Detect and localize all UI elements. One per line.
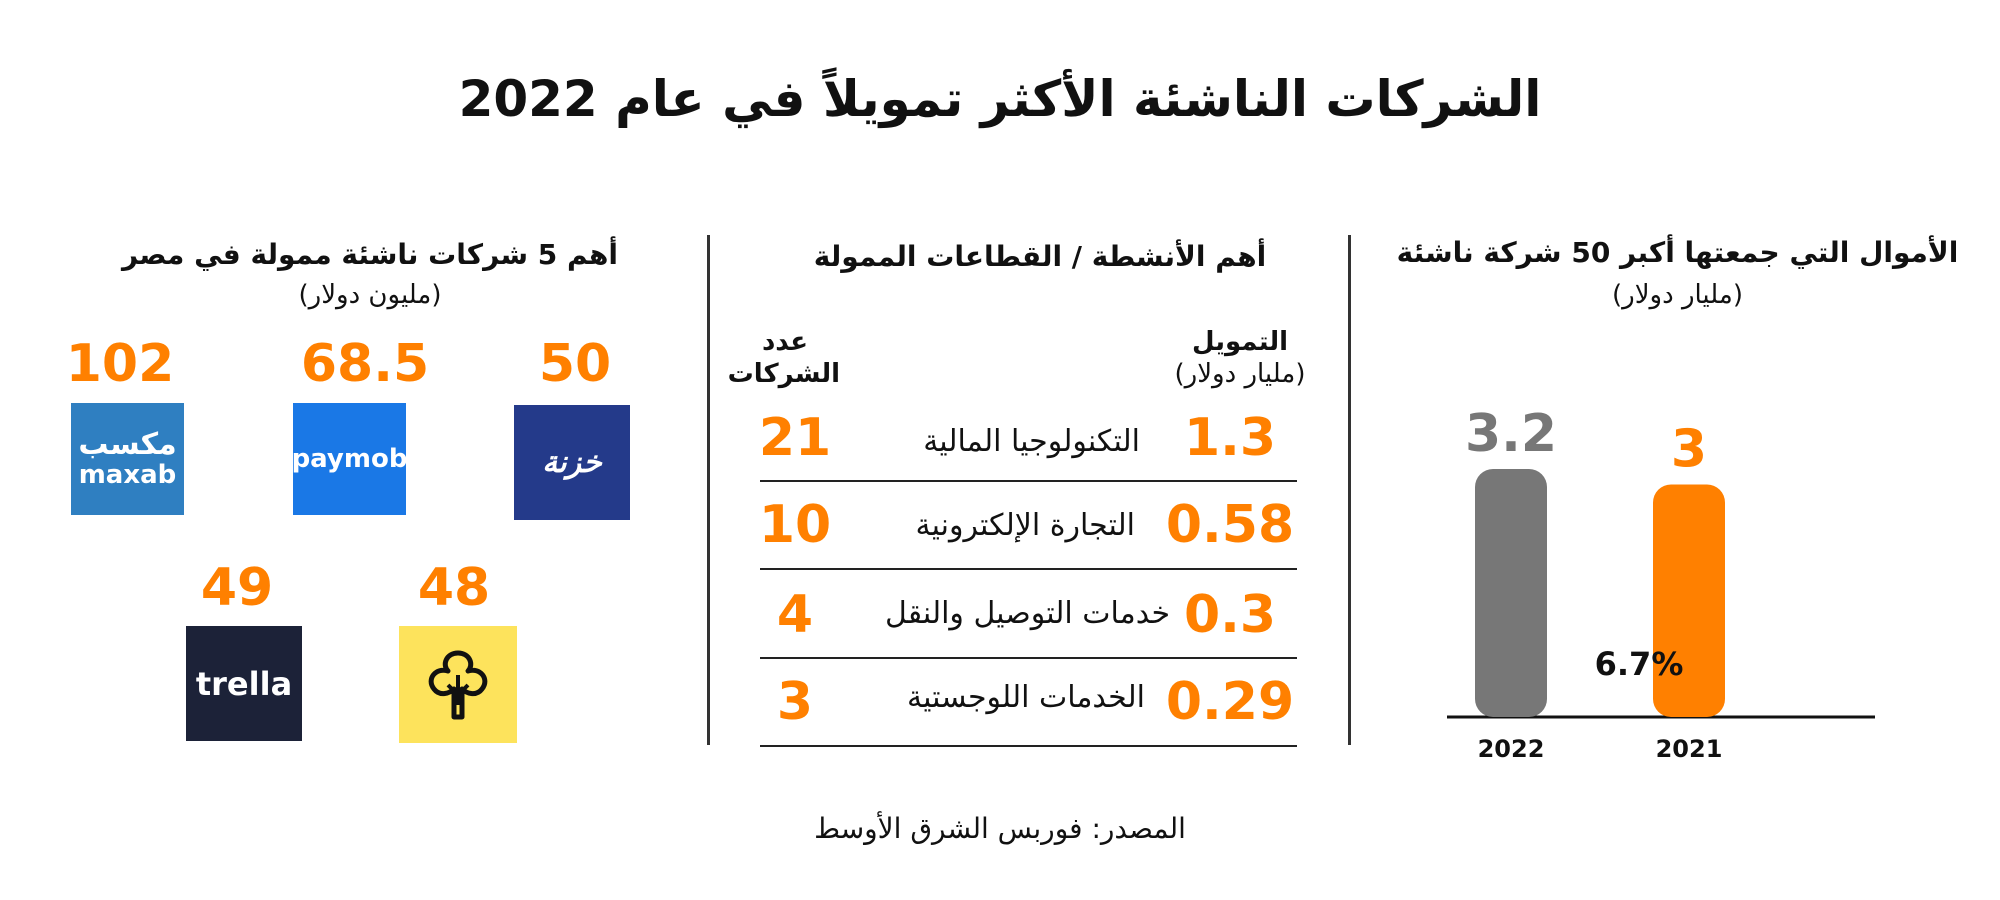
growth-annotation: 6.7%	[1595, 645, 1684, 683]
sector-label: التجارة الإلكترونية	[915, 508, 1135, 543]
row-divider	[760, 745, 1297, 747]
company-funding-value: 68.5	[300, 334, 430, 394]
funds-bar-chart: 3.2 3 2022 2021 6.7%	[1447, 404, 1875, 763]
yellow-company-logo	[399, 626, 517, 743]
funds-section-subtitle: (مليار دولار)	[1612, 280, 1743, 310]
row-divider	[760, 568, 1297, 570]
sector-funding-value: 0.29	[1165, 672, 1295, 732]
companies-section-subtitle: (مليون دولار)	[298, 280, 442, 310]
divider-right	[1348, 235, 1351, 745]
sector-company-count: 3	[776, 672, 814, 732]
x-tick-label-2021: 2021	[1656, 735, 1723, 763]
funding-column-header: التمويل (مليار دولار)	[1160, 326, 1320, 390]
sectors-section-title: أهم الأنشطة / القطاعات الممولة	[813, 240, 1267, 273]
funding-header-label: التمويل	[1192, 327, 1288, 357]
tree-logo-icon	[428, 650, 488, 719]
row-divider	[760, 480, 1297, 482]
bar-value-label-2021: 3	[1671, 420, 1707, 480]
company-funding-value: 49	[200, 558, 274, 618]
maxab-logo: مكسب maxab	[71, 403, 184, 515]
company-funding-value: 50	[538, 334, 612, 394]
company-funding-value: 48	[417, 558, 491, 618]
source-note: المصدر: فوربس الشرق الأوسط	[814, 812, 1186, 845]
companies-section-title: أهم 5 شركات ناشئة ممولة في مصر	[122, 238, 618, 271]
row-divider	[760, 657, 1297, 659]
x-tick-label-2022: 2022	[1478, 735, 1545, 763]
bar-2021	[1653, 484, 1725, 717]
page-title: الشركات الناشئة الأكثر تمويلاً في عام 20…	[458, 70, 1542, 128]
funds-section-title: الأموال التي جمعتها أكبر 50 شركة ناشئة	[1396, 236, 1959, 269]
company-funding-value: 102	[65, 334, 175, 394]
count-column-header: عدد الشركات	[727, 326, 840, 390]
sector-label: التكنولوجيا المالية	[923, 424, 1140, 459]
sector-company-count: 10	[758, 495, 832, 555]
sector-funding-value: 0.3	[1183, 585, 1277, 645]
count-header-line1: عدد	[761, 327, 809, 357]
maxab-logo-latin: maxab	[78, 460, 177, 490]
sector-funding-value: 1.3	[1183, 408, 1277, 468]
paymob-logo: paymob	[292, 403, 407, 515]
funding-header-unit: (مليار دولار)	[1174, 359, 1306, 389]
khazna-logo: خزنة	[514, 405, 630, 520]
sector-company-count: 4	[776, 585, 814, 645]
sector-label: خدمات التوصيل والنقل	[885, 596, 1170, 631]
bar-value-label-2022: 3.2	[1465, 404, 1557, 464]
divider-left	[707, 235, 710, 745]
bar-2022	[1475, 469, 1547, 717]
sector-company-count: 21	[758, 408, 832, 468]
trella-logo: trella	[186, 626, 302, 741]
maxab-logo-arabic: مكسب	[78, 427, 177, 462]
count-header-line2: الشركات	[727, 359, 840, 389]
sector-funding-value: 0.58	[1165, 495, 1295, 555]
sector-label: الخدمات اللوجستية	[907, 680, 1145, 715]
